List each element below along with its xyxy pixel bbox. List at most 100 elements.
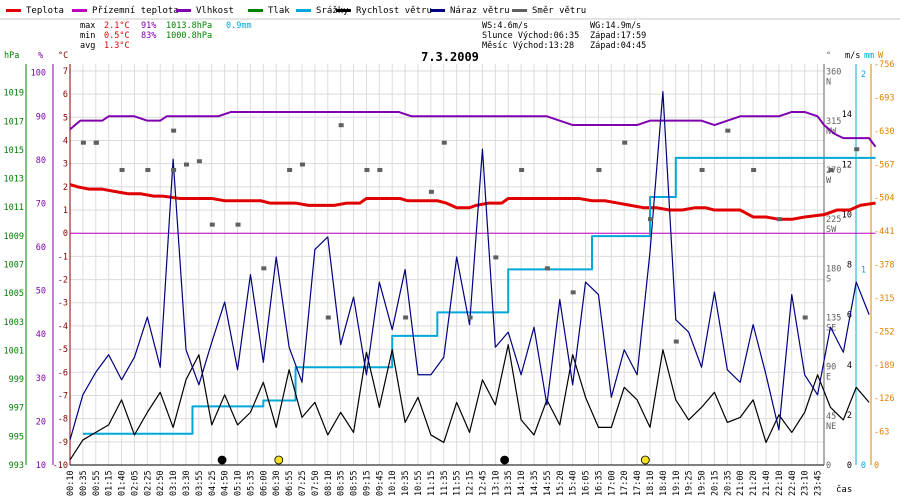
x-tick: 20:15 <box>710 470 720 496</box>
pressure-tick: 1007 <box>4 261 24 271</box>
wind-dir-point <box>673 339 679 344</box>
stats-moonrise: Měsíc Východ:13:28 <box>482 41 574 51</box>
wind-dir-cardinal: E <box>826 373 831 383</box>
x-tick: 19:25 <box>685 470 695 496</box>
wind-dir-tick: 270 <box>826 166 841 176</box>
x-tick: 10:55 <box>414 470 424 496</box>
axis-unit-label: ° <box>826 51 831 61</box>
stats-sunset: Západ:17:59 <box>590 31 646 41</box>
stats-rain: 0.9mm <box>226 21 252 31</box>
sunset-marker <box>640 455 650 465</box>
x-tick: 17:20 <box>620 470 630 496</box>
wind-dir-point <box>377 167 383 172</box>
x-tick: 11:55 <box>453 470 463 496</box>
x-tick: 00:35 <box>79 470 89 496</box>
radiation-tick: -441 <box>874 227 894 237</box>
series-teplota <box>69 183 876 221</box>
x-tick: 21:20 <box>749 470 759 496</box>
temp-tick: -2 <box>58 276 68 286</box>
axis-unit-label: % <box>38 51 43 61</box>
wind-dir-point <box>80 140 86 145</box>
pressure-tick: 1011 <box>4 203 24 213</box>
wind-dir-point <box>403 315 409 320</box>
temp-tick: 2 <box>63 183 68 193</box>
x-tick: 08:10 <box>324 470 334 496</box>
x-tick: 08:55 <box>350 470 360 496</box>
pressure-tick: 997 <box>9 404 24 414</box>
temp-tick: 0 <box>63 229 68 239</box>
temp-tick: 4 <box>63 136 68 146</box>
wind-dir-tick: 0 <box>826 461 831 471</box>
x-tick: 03:30 <box>182 470 192 496</box>
x-tick: 23:10 <box>801 470 811 496</box>
pressure-tick: 993 <box>9 461 24 471</box>
wind-dir-point <box>171 167 177 172</box>
wind-dir-point <box>802 315 808 320</box>
wind-dir-point <box>300 162 305 167</box>
stats-sunrise: Slunce Východ:06:35 <box>482 31 579 41</box>
x-tick: 14:35 <box>530 470 540 496</box>
wind-dir-cardinal: N <box>826 78 831 88</box>
wind-dir-point <box>287 167 293 172</box>
x-tick: 00:10 <box>66 470 76 496</box>
x-tick: 11:35 <box>440 470 450 496</box>
wind-speed-tick: 4 <box>847 361 852 371</box>
legend-label: Srážky <box>316 6 349 16</box>
wind-dir-point <box>751 167 757 172</box>
x-tick: 15:40 <box>569 470 579 496</box>
x-tick: 01:40 <box>118 470 128 496</box>
x-tick: 15:20 <box>556 470 566 496</box>
wind-dir-point <box>145 167 151 172</box>
wind-dir-point <box>493 255 499 260</box>
stats-pressure: 1013.8hPa <box>166 21 212 31</box>
moonrise-marker <box>500 455 510 465</box>
legend-swatch <box>512 9 527 12</box>
pressure-tick: 1019 <box>4 89 24 99</box>
wind-dir-point <box>467 315 473 320</box>
wind-dir-tick: 45 <box>826 412 836 422</box>
humidity-tick: 20 <box>36 417 46 427</box>
series-naraz-vetru <box>69 90 870 441</box>
humidity-tick: 60 <box>36 243 46 253</box>
temp-tick: -6 <box>58 368 68 378</box>
plot-area <box>70 64 824 465</box>
temp-tick: 7 <box>63 67 68 77</box>
humidity-tick: 100 <box>31 69 46 79</box>
wind-dir-cardinal: NE <box>826 422 836 432</box>
x-tick: 04:25 <box>208 470 218 496</box>
x-tick: 09:15 <box>362 470 372 496</box>
temp-tick: 6 <box>63 90 68 100</box>
axis-unit-label: mm <box>864 51 874 61</box>
stats-pressure: 1000.8hPa <box>166 31 212 41</box>
x-tick: 22:40 <box>788 470 798 496</box>
x-tick: 06:30 <box>272 470 282 496</box>
legend-label: Přízemní teplota <box>92 6 179 16</box>
stats-row-label: avg <box>80 41 95 51</box>
temp-tick: -1 <box>58 252 68 262</box>
rain-tick: 0 <box>861 461 866 471</box>
wind-speed-tick: 6 <box>847 311 852 321</box>
pressure-tick: 1005 <box>4 289 24 299</box>
wind-dir-cardinal: SW <box>826 225 837 235</box>
stats-humidity: 83% <box>141 31 156 41</box>
pressure-tick: 1001 <box>4 346 24 356</box>
wind-speed-tick: 12 <box>842 160 852 170</box>
wind-speed-tick: 0 <box>847 461 852 471</box>
x-tick: 02:50 <box>156 470 166 496</box>
sunrise-marker <box>274 455 284 465</box>
series-vlhkost <box>69 110 877 148</box>
wind-speed-tick: 2 <box>847 411 852 421</box>
wind-dir-point <box>854 147 860 152</box>
wind-dir-point <box>235 222 241 227</box>
axis-unit-label: °C <box>58 51 68 61</box>
pressure-tick: 1009 <box>4 232 24 242</box>
sun-moon-markers <box>217 455 650 465</box>
series-srazky <box>82 156 876 435</box>
x-tick: 02:25 <box>143 470 153 496</box>
x-tick: 19:10 <box>672 470 682 496</box>
pressure-tick: 1017 <box>4 117 24 127</box>
x-tick: 13:35 <box>504 470 514 496</box>
wind-dir-tick: 180 <box>826 264 841 274</box>
series-rychlost-vetru <box>69 344 870 461</box>
